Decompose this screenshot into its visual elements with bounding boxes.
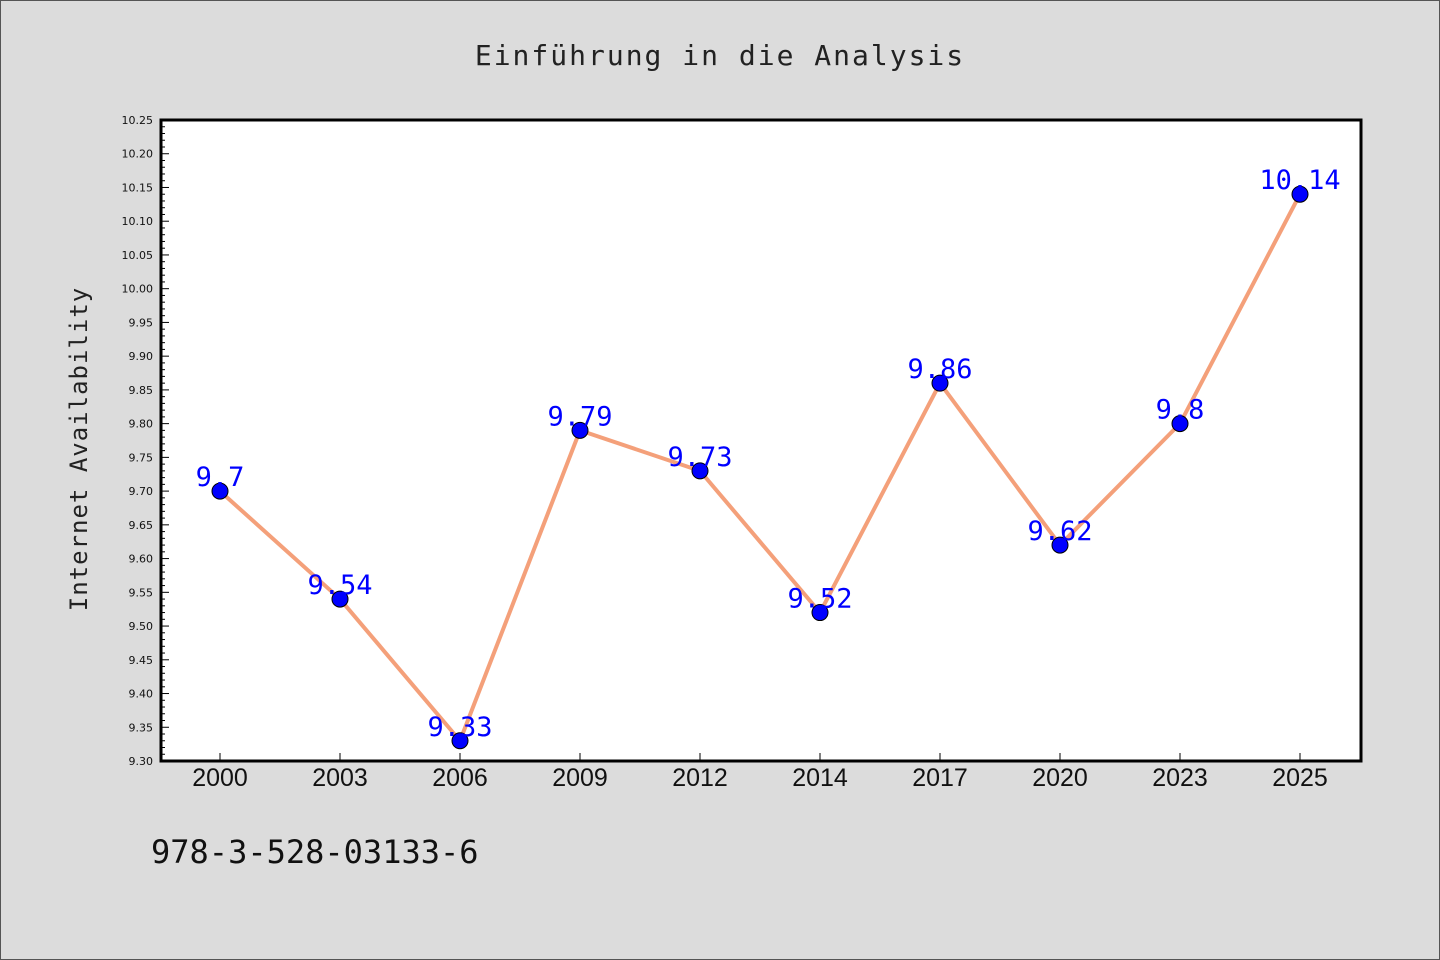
y-tick-label: 9.65 [129, 519, 154, 532]
y-tick-label: 9.85 [129, 384, 154, 397]
footer-code: 978-3-528-03133-6 [151, 833, 479, 871]
y-tick-label: 9.45 [129, 654, 154, 667]
x-tick-label: 2025 [1272, 764, 1328, 792]
data-label: 9.73 [667, 442, 732, 473]
data-label: 9.86 [907, 354, 972, 385]
data-point [1291, 185, 1309, 203]
data-point [691, 462, 709, 480]
y-tick-label: 9.70 [129, 485, 154, 498]
data-point [571, 421, 589, 439]
data-label: 10.14 [1259, 165, 1340, 196]
y-tick-label: 9.75 [129, 451, 154, 464]
y-tick-label: 9.35 [129, 721, 154, 734]
data-label: 9.7 [196, 462, 245, 493]
x-tick-label: 2009 [552, 764, 608, 792]
y-tick-label: 9.95 [129, 316, 154, 329]
data-point [451, 732, 469, 750]
y-tick-label: 9.30 [129, 755, 154, 768]
x-tick-label: 2014 [792, 764, 848, 792]
data-point [1051, 536, 1069, 554]
data-point [811, 604, 829, 622]
data-label: 9.52 [787, 584, 852, 615]
chart-title: Einführung in die Analysis [475, 39, 965, 72]
x-tick-label: 2006 [432, 764, 488, 792]
y-tick-label: 10.20 [122, 148, 154, 161]
x-tick-label: 2000 [192, 764, 248, 792]
x-tick-label: 2020 [1032, 764, 1088, 792]
x-tick-label: 2012 [672, 764, 728, 792]
y-tick-label: 9.50 [129, 620, 154, 633]
y-tick-label: 9.90 [129, 350, 154, 363]
data-label: 9.79 [547, 401, 612, 432]
plot-frame [159, 118, 1363, 763]
data-point [331, 590, 349, 608]
x-tick-label: 2023 [1152, 764, 1208, 792]
y-tick-label: 10.05 [122, 249, 154, 262]
data-point [931, 374, 949, 392]
y-tick-label: 10.00 [122, 283, 154, 296]
data-point [211, 482, 229, 500]
y-axis-label: Internet Availability [65, 287, 93, 611]
y-tick-label: 10.10 [122, 215, 154, 228]
data-point [1171, 415, 1189, 433]
x-tick-label: 2017 [912, 764, 968, 792]
data-label: 9.8 [1156, 395, 1205, 426]
y-tick-label: 9.80 [129, 418, 154, 431]
y-tick-label: 9.60 [129, 553, 154, 566]
series-line [218, 192, 1302, 743]
y-tick-label: 10.15 [122, 181, 154, 194]
y-tick-label: 9.55 [129, 586, 154, 599]
plot-area: 9.30 9.35 9.40 9.45 9.50 9.55 9.60 9.65 9.70 9.75… [122, 114, 1363, 792]
y-tick-label: 10.25 [122, 114, 154, 127]
data-label: 9.54 [307, 570, 372, 601]
y-tick-label: 9.40 [129, 688, 154, 701]
x-tick-label: 2003 [312, 764, 368, 792]
data-label: 9.62 [1027, 516, 1092, 547]
data-label: 9.33 [427, 712, 492, 743]
